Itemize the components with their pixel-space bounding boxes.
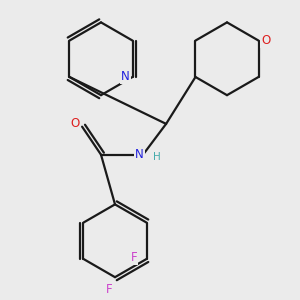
Text: O: O — [261, 34, 270, 47]
Text: H: H — [153, 152, 161, 162]
Text: O: O — [70, 117, 80, 130]
Text: N: N — [121, 70, 130, 83]
Text: F: F — [130, 251, 137, 264]
Text: N: N — [135, 148, 144, 161]
Text: F: F — [105, 283, 112, 296]
